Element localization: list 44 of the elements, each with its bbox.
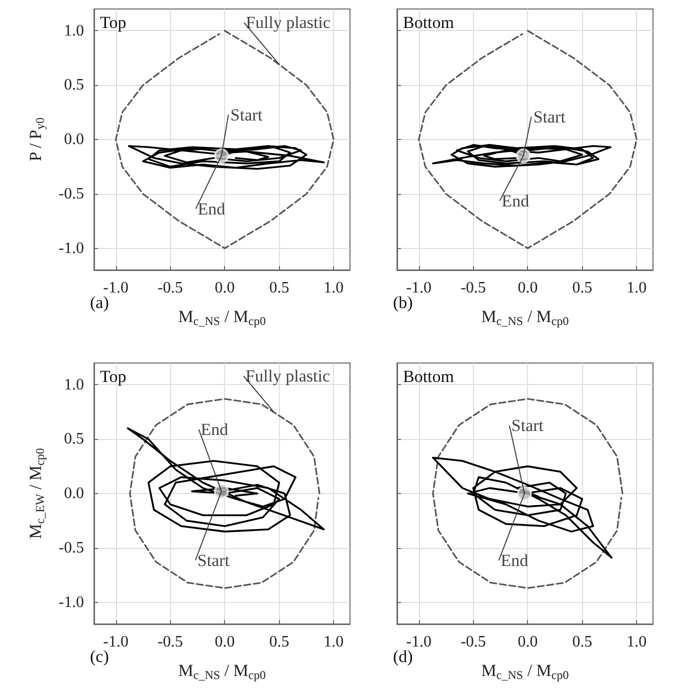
- annotation: Start: [533, 107, 566, 126]
- y-tick-label: -0.5: [58, 185, 84, 202]
- x-tick-label: 0.0: [214, 634, 235, 650]
- y-tick-label: 0.0: [64, 131, 84, 148]
- y-tick-label: -1.0: [58, 240, 84, 257]
- x-tick-label: 1.0: [626, 280, 647, 296]
- x-tick-label: 0.5: [572, 634, 592, 650]
- line-series: [129, 398, 320, 589]
- x-tick-label: -0.5: [460, 280, 486, 296]
- y-tick-label: 1.0: [64, 376, 84, 394]
- x-tick-label: 0.0: [518, 280, 538, 296]
- x-tick-label: 0.0: [518, 634, 538, 650]
- y-axis-title: P / Py0: [26, 117, 47, 162]
- annotation: End: [500, 551, 529, 570]
- annotation: Top: [100, 367, 126, 386]
- x-tick-label: 0.5: [572, 280, 592, 296]
- x-tick-label: -0.5: [158, 280, 183, 296]
- y-tick-label: 0.0: [64, 485, 84, 502]
- line-series: [128, 145, 325, 170]
- x-tick-label: 1.0: [324, 280, 344, 296]
- annotation: Bottom: [403, 367, 454, 386]
- annotation: Start: [511, 416, 544, 435]
- annotation: Top: [100, 13, 126, 32]
- y-tick-label: 0.5: [64, 76, 84, 94]
- y-tick-label: -1.0: [58, 594, 84, 611]
- x-tick-label: 0.0: [214, 280, 235, 296]
- y-tick-label: 1.0: [64, 22, 84, 40]
- annotation: Bottom: [403, 13, 454, 32]
- x-tick-label: 0.5: [269, 280, 290, 296]
- annotation: Fully plastic: [246, 12, 331, 32]
- annotation: End: [198, 199, 226, 218]
- x-tick-label: 1.0: [324, 634, 344, 650]
- x-tick-label: -0.5: [158, 634, 183, 650]
- y-tick-label: -0.5: [58, 539, 84, 556]
- annotation: Start: [197, 550, 230, 570]
- annotation: Start: [230, 105, 263, 124]
- annotation: Fully plastic: [245, 366, 330, 386]
- x-tick-label: -0.5: [460, 634, 486, 650]
- annotation: End: [200, 420, 229, 439]
- x-tick-label: 1.0: [626, 634, 647, 650]
- annotation: End: [502, 191, 530, 210]
- x-tick-label: 0.5: [269, 634, 290, 650]
- y-tick-label: 0.5: [64, 430, 84, 448]
- y-axis-title: Mc_EW / Mcp0: [26, 448, 47, 539]
